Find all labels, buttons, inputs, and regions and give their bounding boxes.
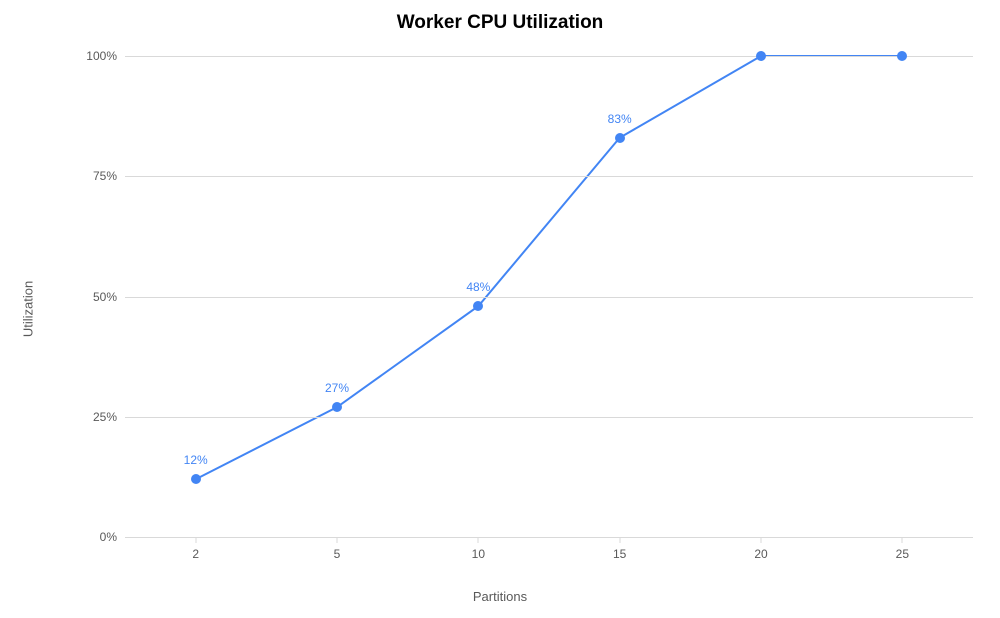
data-point	[756, 51, 766, 61]
data-label: 48%	[466, 280, 490, 294]
data-point	[473, 301, 483, 311]
chart-container: Worker CPU Utilization Utilization Parti…	[0, 0, 1000, 618]
data-label: 12%	[184, 453, 208, 467]
y-tick-label: 0%	[100, 530, 125, 544]
data-label: 83%	[608, 112, 632, 126]
y-tick-label: 25%	[93, 410, 125, 424]
y-tick-label: 75%	[93, 169, 125, 183]
data-point	[332, 402, 342, 412]
gridline	[125, 56, 973, 57]
x-tick-label: 25	[896, 537, 909, 561]
data-point	[615, 133, 625, 143]
plot-area: 0%25%50%75%100%251015202512%27%48%83%	[125, 56, 973, 537]
chart-title: Worker CPU Utilization	[0, 12, 1000, 34]
x-axis-title: Partitions	[0, 589, 1000, 604]
gridline	[125, 417, 973, 418]
y-tick-label: 50%	[93, 290, 125, 304]
x-tick-label: 20	[754, 537, 767, 561]
gridline	[125, 537, 973, 538]
gridline	[125, 176, 973, 177]
y-axis-title: Utilization	[21, 281, 36, 337]
data-point	[897, 51, 907, 61]
x-tick-label: 5	[334, 537, 341, 561]
gridline	[125, 297, 973, 298]
x-tick-label: 10	[472, 537, 485, 561]
data-label: 27%	[325, 381, 349, 395]
data-point	[191, 474, 201, 484]
x-tick-label: 15	[613, 537, 626, 561]
x-tick-label: 2	[192, 537, 199, 561]
y-tick-label: 100%	[86, 49, 125, 63]
